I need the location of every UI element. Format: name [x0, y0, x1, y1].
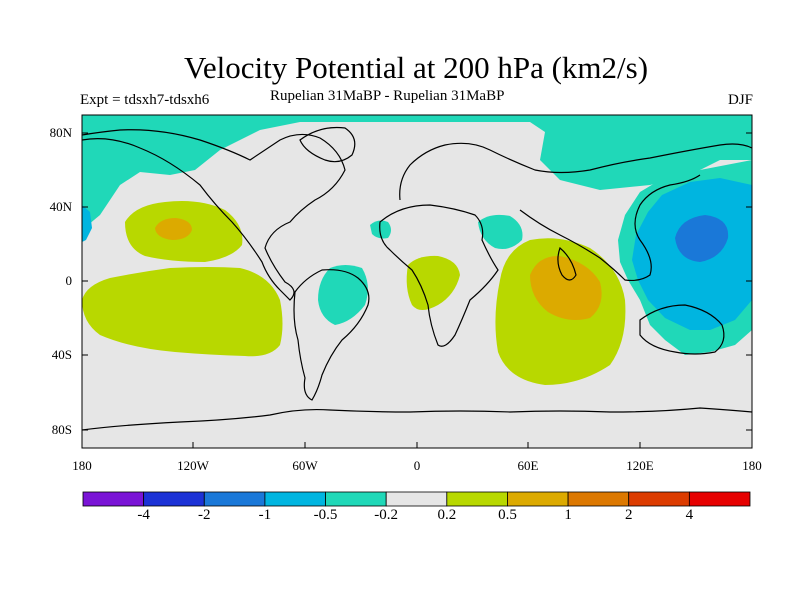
colorbar [82, 491, 751, 507]
colorbar-swatch [385, 491, 448, 507]
colorbar-label: 0.5 [498, 507, 517, 523]
lat-label-80s: 80S [51, 422, 72, 437]
coastline-india [557, 246, 577, 281]
colorbar-swatch [143, 491, 205, 507]
orange-region-indian-ocean [530, 255, 602, 320]
lon-label-60e: 60E [517, 458, 539, 473]
colorbar-swatch [628, 491, 690, 507]
coastline-north-america [82, 129, 346, 301]
experiment-label: Expt = tdsxh7-tdsxh6 [80, 92, 210, 108]
orange-region-north-pacific [155, 218, 192, 240]
coastline-greenland [299, 126, 356, 163]
map-title: Velocity Potential at 200 hPa (km2/s) [183, 50, 649, 85]
colorbar-swatch [446, 491, 508, 507]
lon-label-60w: 60W [292, 458, 318, 473]
lon-label-120e: 120E [626, 458, 654, 473]
colorbar-swatch [567, 491, 630, 507]
colorbar-swatch [264, 491, 326, 507]
teal-region-arctic [82, 115, 752, 230]
teal-region-west-africa [370, 220, 391, 239]
colorbar-swatch [82, 491, 145, 507]
coastline-layer [82, 126, 752, 431]
colorbar-label: -1 [258, 507, 272, 523]
colorbar-swatch [507, 491, 569, 507]
colorbar-swatch [325, 491, 387, 507]
colorbar-label: 2 [624, 507, 633, 523]
cyan-region-east-pacific-edge [82, 205, 92, 242]
lat-label-40s: 40S [51, 347, 72, 362]
lon-label-180w: 180 [72, 458, 92, 473]
colorbar-label: 1 [564, 507, 572, 523]
teal-region-south-america [318, 265, 368, 325]
axis-ticks [81, 132, 753, 448]
colorbar-label: -0.5 [313, 507, 338, 523]
coastline-australia [639, 304, 725, 355]
period-subtitle: Rupelian 31MaBP - Rupelian 31MaBP [270, 88, 505, 104]
coastline-antarctica [82, 407, 752, 431]
coastline-eurasia [399, 142, 752, 282]
colorbar-label: 0.2 [437, 507, 457, 523]
colorbar-swatch [688, 491, 751, 507]
lime-region-central-africa [406, 255, 460, 310]
lat-label-0: 0 [65, 273, 73, 288]
contour-fill-layer [82, 115, 752, 385]
coastline-south-america [293, 269, 370, 401]
colorbar-label: 4 [685, 507, 694, 523]
lime-region-south-pacific [82, 267, 283, 357]
colorbar-label: -2 [198, 507, 211, 523]
blue-region-west-pacific [675, 215, 729, 262]
lon-label-0: 0 [413, 458, 421, 473]
lat-label-80n: 80N [49, 125, 72, 140]
colorbar-label: -0.2 [374, 507, 399, 523]
season-label: DJF [727, 92, 753, 108]
lon-label-120w: 120W [177, 458, 209, 473]
lon-label-180e: 180 [742, 458, 762, 473]
colorbar-label: -4 [137, 507, 150, 523]
lat-label-40n: 40N [49, 199, 72, 214]
coastline-africa [379, 204, 499, 347]
colorbar-swatch [203, 491, 266, 507]
teal-region-arabia [478, 214, 523, 249]
